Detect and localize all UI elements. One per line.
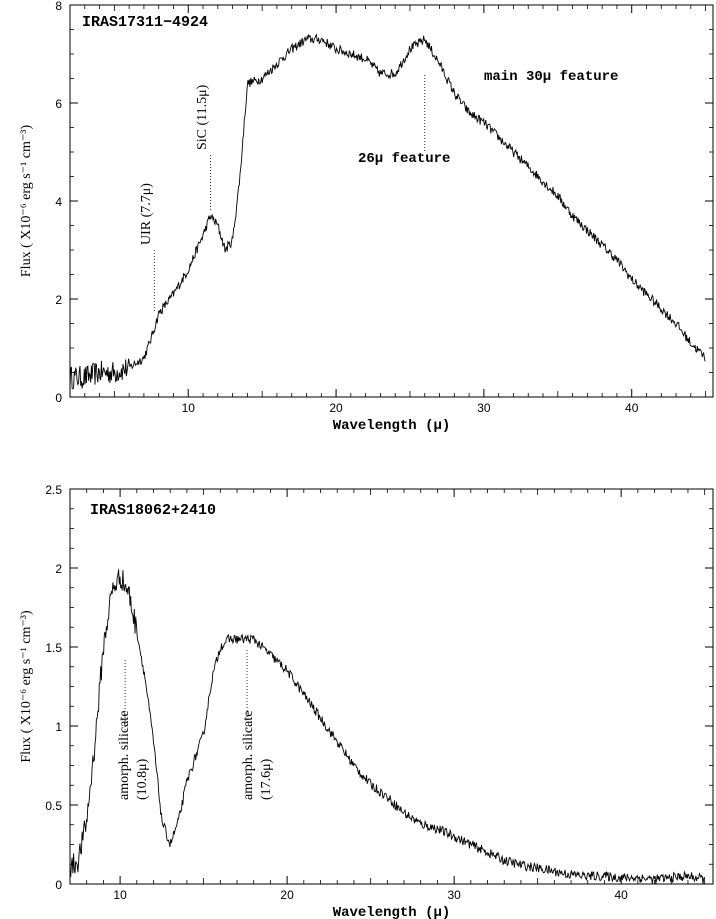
annotation-label: UIR (7.7μ) xyxy=(139,183,154,245)
annotation-label: amorph. silicate xyxy=(241,711,256,800)
y-tick-label: 0 xyxy=(55,878,62,892)
annotation-label: main 30μ feature xyxy=(484,69,618,85)
y-tick-label: 0 xyxy=(55,391,62,405)
y-tick-label: 2.5 xyxy=(45,483,62,497)
x-tick-label: 30 xyxy=(447,888,461,902)
plot-frame xyxy=(69,488,714,885)
y-tick-label: 8 xyxy=(55,0,62,13)
x-tick-label: 10 xyxy=(113,888,127,902)
y-tick-label: 4 xyxy=(55,195,62,209)
annotation-label: amorph. silicate xyxy=(117,711,132,800)
panel-bottom: 10 20 30 40 0 0.5 1 1.5 2 2.5 Wavelength (μ) Flux (… xyxy=(19,483,714,919)
y-tick-label: 0.5 xyxy=(45,799,62,813)
y-tick-label: 2 xyxy=(55,293,62,307)
series-line-0 xyxy=(69,33,706,390)
x-axis-label: Wavelength (μ) xyxy=(333,905,451,919)
x-tick-label: 40 xyxy=(614,888,628,902)
y-tick-label: 1.5 xyxy=(45,641,62,655)
annotation-label-2: (10.8μ) xyxy=(135,758,150,800)
x-tick-label: 30 xyxy=(477,401,491,415)
x-tick-label: 20 xyxy=(329,401,343,415)
annotation-label: SiC (11.5μ) xyxy=(195,84,210,150)
x-axis-label: Wavelength (μ) xyxy=(333,418,451,434)
x-tick-label: 40 xyxy=(625,401,639,415)
y-tick-label: 1 xyxy=(55,720,62,734)
plot-frame xyxy=(69,4,714,398)
panel-top: 10 20 30 40 0 2 4 6 8 Wavelength (μ) Flux ( X10⁻⁶ … xyxy=(19,0,714,434)
x-tick-label: 20 xyxy=(280,888,294,902)
x-tick-label: 10 xyxy=(182,401,196,415)
annotation-label: 26μ feature xyxy=(358,151,450,167)
series-line-0 xyxy=(69,569,705,884)
y-tick-label: 6 xyxy=(55,97,62,111)
plot-title: IRAS18062+2410 xyxy=(90,502,216,519)
y-axis-label: Flux ( X10⁻⁶ erg s⁻¹ cm⁻³) xyxy=(19,125,34,278)
annotation-label-2: (17.6μ) xyxy=(259,758,274,800)
plot-title: IRAS17311−4924 xyxy=(82,14,208,31)
y-tick-label: 2 xyxy=(55,562,62,576)
y-axis-label: Flux ( X10⁻⁶ erg s⁻¹ cm⁻³) xyxy=(19,610,34,763)
